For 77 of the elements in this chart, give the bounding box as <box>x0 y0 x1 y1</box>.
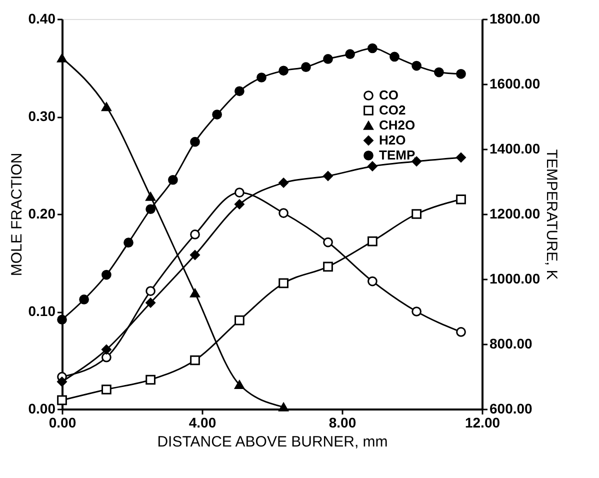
point <box>79 294 89 304</box>
point <box>368 276 378 286</box>
point <box>323 237 333 248</box>
point <box>190 250 200 260</box>
y-tick-label: 0.40 <box>28 10 56 26</box>
point <box>456 152 466 162</box>
x-axis-title: DISTANCE ABOVE BURNER, mm <box>157 434 388 450</box>
y-tick-label: 0.20 <box>28 206 56 222</box>
y-axis-title: MOLE FRACTION <box>8 152 26 276</box>
point <box>368 161 378 172</box>
x-tick-label: 4.00 <box>188 414 216 430</box>
point <box>278 178 288 188</box>
legend-label: H2O <box>379 132 406 148</box>
point <box>102 270 112 280</box>
point <box>57 395 67 406</box>
legend-label: CO <box>379 88 398 102</box>
point <box>323 171 333 181</box>
point <box>102 352 112 362</box>
point <box>278 208 288 218</box>
point <box>323 54 333 64</box>
point <box>190 355 200 366</box>
point <box>412 306 422 316</box>
point <box>57 314 67 325</box>
point <box>168 174 178 185</box>
point <box>456 194 466 204</box>
point <box>57 376 67 387</box>
y2-tick-label: 600.00 <box>490 400 533 416</box>
point <box>190 136 200 147</box>
x-tick-label: 12.00 <box>464 414 500 430</box>
point <box>234 86 244 96</box>
point <box>234 188 244 198</box>
point <box>102 384 112 394</box>
point <box>234 199 244 210</box>
point <box>368 236 378 246</box>
point <box>412 209 422 219</box>
x-tick-label: 8.00 <box>328 414 356 430</box>
legend-label: CH2O <box>379 118 416 132</box>
point <box>301 62 311 72</box>
point <box>212 110 222 120</box>
y2-tick-label: 1000.00 <box>490 270 540 286</box>
point <box>412 60 422 71</box>
point <box>190 230 200 240</box>
y-tick-label: 0.10 <box>28 303 56 319</box>
y-tick-label: 0.30 <box>28 108 56 124</box>
y2-tick-label: 1800.00 <box>490 10 540 26</box>
point <box>278 402 288 412</box>
point <box>345 49 355 60</box>
legend-label: CO2 <box>379 102 406 118</box>
legend-label: TEMP. <box>379 148 418 162</box>
point <box>456 327 466 337</box>
point <box>146 192 156 201</box>
point <box>102 102 112 112</box>
point <box>57 54 67 62</box>
y2-tick-label: 1400.00 <box>490 140 540 156</box>
point <box>256 72 266 82</box>
point <box>278 278 288 288</box>
point <box>146 204 156 214</box>
y2-tick-label: 1200.00 <box>490 206 540 222</box>
y2-tick-label: 1600.00 <box>490 76 540 92</box>
point <box>390 52 400 62</box>
y2-axis-title: TEMPERATURE, K <box>543 149 560 280</box>
point <box>146 298 156 308</box>
point <box>434 67 444 78</box>
point <box>456 69 466 79</box>
point <box>323 262 333 272</box>
point <box>124 238 134 248</box>
x-tick-label: 0.00 <box>48 414 76 430</box>
y2-tick-label: 800.00 <box>490 336 533 352</box>
point <box>368 43 378 54</box>
point <box>190 288 200 298</box>
point <box>146 374 156 385</box>
point <box>146 286 156 296</box>
y-tick-label: 0.00 <box>28 400 56 416</box>
point <box>234 380 244 389</box>
point <box>234 315 244 326</box>
point <box>278 66 288 76</box>
point <box>102 344 112 354</box>
